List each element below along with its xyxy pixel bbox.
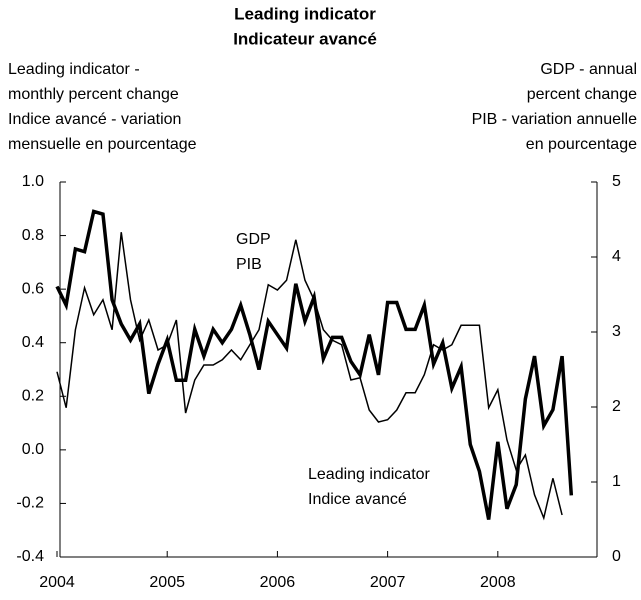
y-tick-label: 1.0 [22, 173, 44, 190]
line-series [56, 232, 563, 521]
y2-tick-label: 5 [612, 173, 621, 190]
y2-axis-label: en pourcentage [526, 136, 637, 153]
y-tick-label: -0.2 [16, 495, 44, 512]
x-tick-label: 2007 [370, 574, 406, 591]
y-axis-label: Indice avancé - variation [8, 111, 181, 128]
y2-tick-label: 2 [612, 398, 621, 415]
y-axis-label: Leading indicator - [8, 61, 140, 78]
y-axis-label: monthly percent change [8, 86, 179, 103]
annotation: GDP [236, 231, 271, 248]
x-tick-label: 2004 [39, 574, 75, 591]
y-tick-label: 0.6 [22, 280, 44, 297]
chart-title: Leading indicator [234, 4, 376, 23]
y2-tick-label: 1 [612, 473, 621, 490]
y-tick-label: 0.4 [22, 334, 44, 351]
annotation: Indice avancé [308, 491, 407, 508]
x-tick-label: 2005 [149, 574, 185, 591]
annotation: Leading indicator [308, 466, 431, 483]
y-axis-label: mensuelle en pourcentage [8, 136, 197, 153]
y2-axis-label: PIB - variation annuelle [472, 111, 638, 128]
y2-tick-label: 4 [612, 248, 621, 265]
line-series [55, 209, 574, 520]
y2-tick-label: 3 [612, 323, 621, 340]
y2-axis-label: GDP - annual [540, 61, 637, 78]
y2-tick-label: 0 [612, 548, 621, 565]
chart-title: Indicateur avancé [233, 29, 377, 48]
y-tick-label: 0.2 [22, 388, 44, 405]
x-tick-label: 2006 [260, 574, 296, 591]
y-tick-label: -0.4 [16, 548, 44, 565]
y-tick-label: 0.8 [22, 227, 44, 244]
y2-axis-label: percent change [527, 86, 637, 103]
x-tick-label: 2008 [480, 574, 516, 591]
y-tick-label: 0.0 [22, 441, 44, 458]
annotation: PIB [236, 256, 262, 273]
